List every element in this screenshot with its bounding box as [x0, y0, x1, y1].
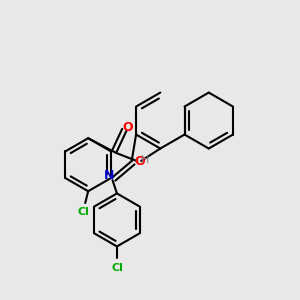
Text: Cl: Cl [111, 262, 123, 273]
Text: N: N [104, 169, 114, 182]
Text: O: O [134, 155, 145, 168]
Text: H: H [141, 154, 149, 165]
Text: Cl: Cl [78, 207, 90, 218]
Text: O: O [123, 121, 133, 134]
